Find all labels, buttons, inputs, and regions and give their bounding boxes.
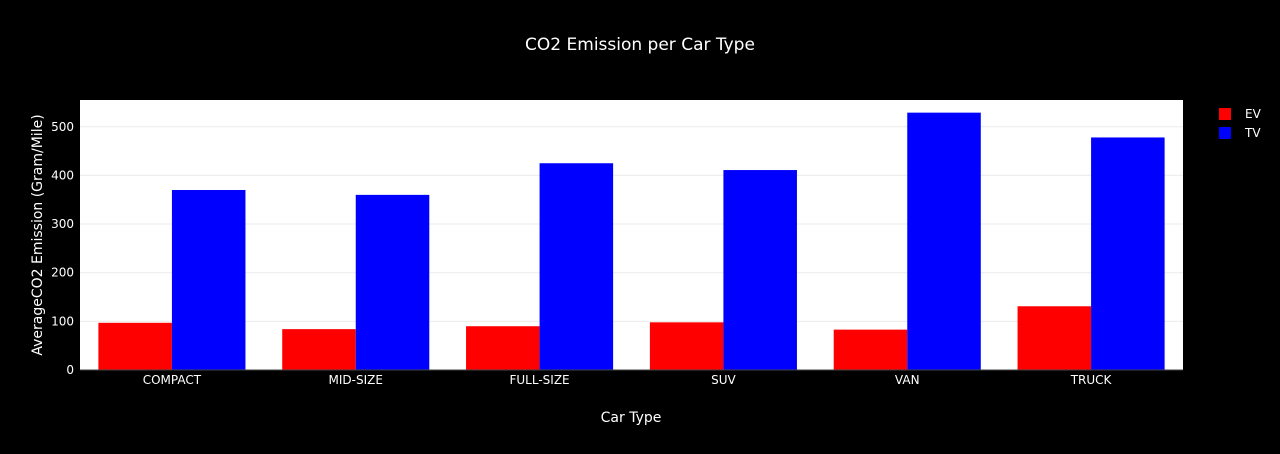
bar-ev-suv: [649, 322, 724, 370]
legend-label: TV: [1244, 126, 1261, 140]
chart-title: CO2 Emission per Car Type: [525, 35, 755, 55]
bar-tv-truck: [1091, 137, 1165, 370]
bar-tv-full-size: [539, 163, 614, 370]
y-tick-label: 500: [51, 120, 74, 134]
x-tick-label: MID-SIZE: [329, 373, 383, 387]
legend-swatch: [1219, 108, 1231, 120]
y-tick-label: 0: [66, 363, 74, 377]
y-axis-ticks: 0 100 200 300 400 500: [51, 120, 74, 377]
bar-ev-compact: [98, 322, 172, 370]
plot-area: [80, 100, 1183, 370]
bar-tv-van: [907, 112, 981, 370]
y-tick-label: 400: [51, 168, 74, 182]
y-tick-label: 300: [51, 217, 74, 231]
x-tick-label: TRUCK: [1070, 373, 1113, 387]
legend-label: EV: [1245, 107, 1262, 121]
legend-item-ev[interactable]: EV: [1219, 107, 1262, 121]
bar-ev-van: [833, 329, 908, 370]
x-axis-title: Car Type: [601, 410, 662, 426]
x-tick-label: FULL-SIZE: [510, 373, 570, 387]
legend-item-tv[interactable]: TV: [1219, 126, 1261, 140]
bar-ev-mid-size: [282, 329, 356, 370]
x-axis-ticks: COMPACT MID-SIZE FULL-SIZE SUV VAN TRUCK: [143, 373, 1113, 387]
x-tick-label: SUV: [711, 373, 736, 387]
y-tick-label: 200: [51, 266, 74, 280]
bar-tv-mid-size: [355, 194, 430, 370]
legend: EV TV: [1219, 107, 1262, 140]
y-tick-label: 100: [51, 314, 74, 328]
x-tick-label: VAN: [895, 373, 920, 387]
bar-tv-suv: [723, 170, 797, 370]
bars: [80, 112, 1183, 371]
bar-ev-full-size: [466, 326, 540, 370]
x-tick-label: COMPACT: [143, 373, 202, 387]
bar-ev-truck: [1017, 306, 1092, 370]
gridlines: [80, 126, 1183, 322]
y-axis-title: AverageCO2 Emission (Gram/Mile): [30, 114, 46, 355]
bar-tv-compact: [171, 190, 246, 370]
legend-swatch: [1219, 127, 1231, 139]
